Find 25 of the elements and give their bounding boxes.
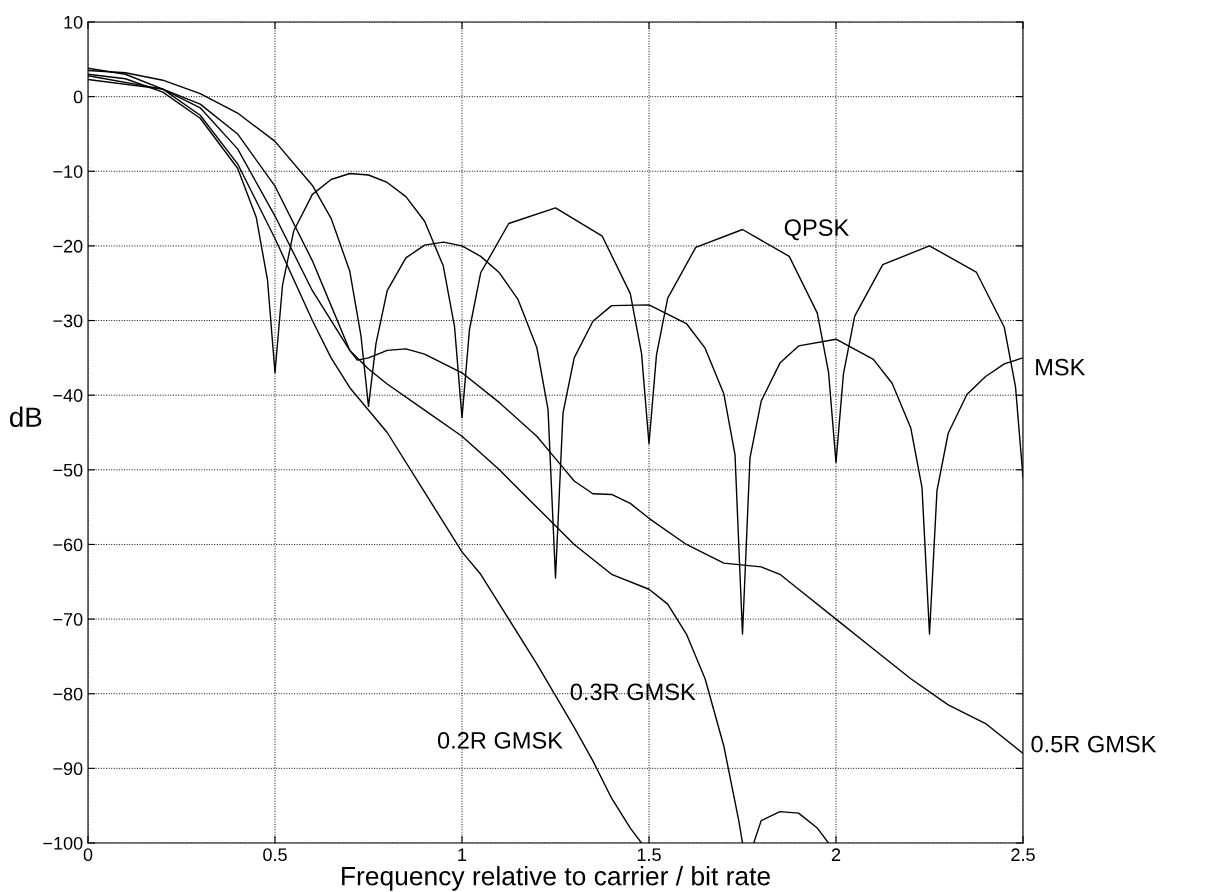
y-tick-label: 0 bbox=[73, 90, 83, 104]
y-tick-label: −70 bbox=[53, 613, 83, 626]
y-tick-label: −90 bbox=[53, 762, 83, 776]
y-tick-label: −80 bbox=[53, 687, 83, 701]
y-axis-title: dB bbox=[9, 406, 42, 428]
series-label: 0.5R GMSK bbox=[1031, 735, 1157, 753]
x-tick-label: 0.5 bbox=[263, 848, 287, 862]
series-label: MSK bbox=[1036, 358, 1086, 376]
x-tick-label: 0 bbox=[83, 848, 93, 862]
y-tick-label: −60 bbox=[53, 538, 83, 552]
y-tick-label: −40 bbox=[53, 389, 83, 402]
series-label: 0.3R GMSK bbox=[570, 683, 696, 701]
x-tick-label: 1 bbox=[458, 848, 467, 861]
x-tick-label: 2 bbox=[831, 848, 841, 861]
y-tick-label: −10 bbox=[53, 165, 83, 178]
y-tick-label: −30 bbox=[53, 314, 83, 328]
x-tick-label: 1.5 bbox=[637, 848, 661, 862]
series-label: QPSK bbox=[784, 219, 849, 241]
series-label: 0.2R GMSK bbox=[437, 732, 563, 749]
y-tick-label: −100 bbox=[43, 836, 83, 850]
y-tick-label: −50 bbox=[53, 463, 83, 477]
y-tick-label: 10 bbox=[64, 15, 83, 29]
x-tick-label: 2.5 bbox=[1011, 848, 1035, 862]
x-axis-title: Frequency relative to carrier / bit rate bbox=[342, 866, 770, 891]
y-tick-label: −20 bbox=[53, 239, 83, 253]
